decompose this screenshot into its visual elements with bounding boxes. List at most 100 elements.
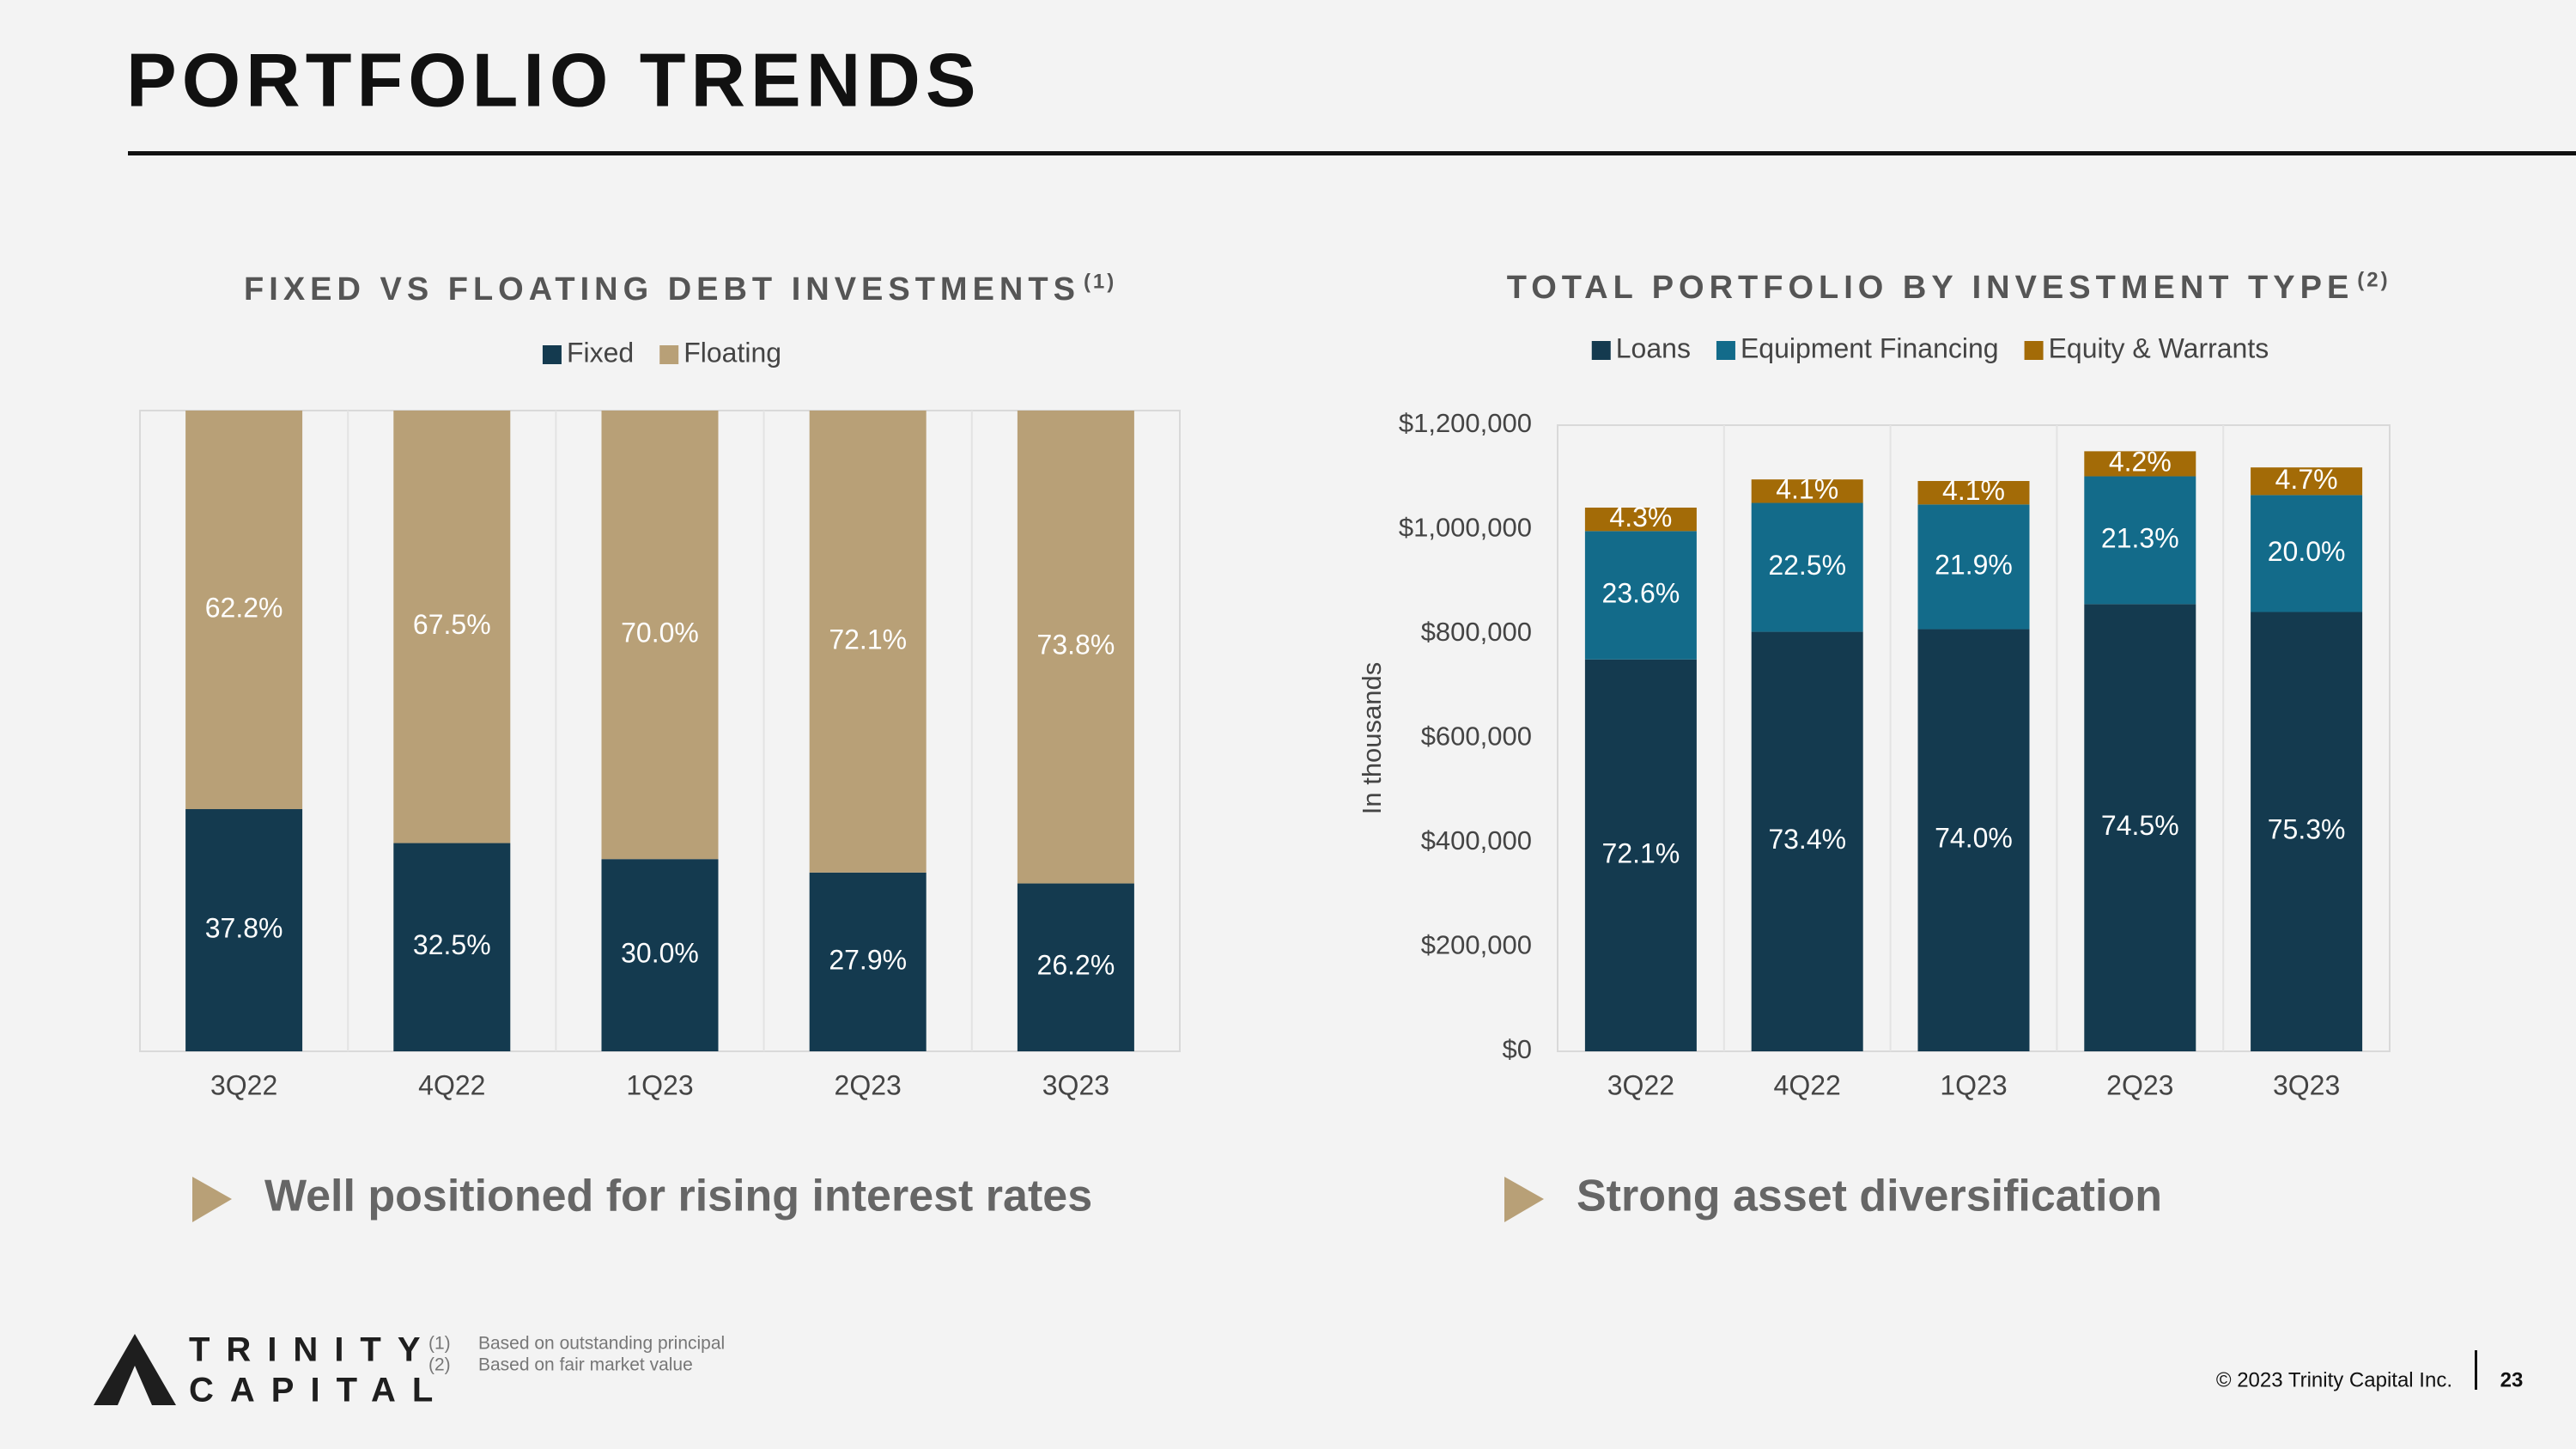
footnote-marker: (2) (428, 1355, 451, 1375)
logo: TRINITY CAPITAL (94, 1331, 449, 1409)
bar-segment (1751, 502, 1863, 632)
data-label: 72.1% (829, 624, 907, 654)
data-label: 73.8% (1037, 630, 1115, 661)
bar-segment (2251, 612, 2363, 1051)
y-tick-label: $600,000 (1421, 721, 1532, 752)
legend-swatch (2024, 341, 2044, 360)
data-label: 21.9% (1935, 549, 2013, 580)
bar-segment (809, 411, 927, 873)
data-label: 22.5% (1768, 550, 1846, 581)
x-tick-label: 3Q23 (1042, 1069, 1109, 1100)
data-label: 62.2% (205, 592, 283, 623)
data-label: 75.3% (2268, 814, 2346, 845)
legend-label: Loans (1616, 332, 1691, 363)
logo-text: TRINITY (189, 1331, 437, 1369)
y-tick-label: $1,000,000 (1399, 513, 1532, 543)
chart-title-note: (1) (1084, 270, 1116, 293)
legend-label: Fixed (567, 337, 634, 368)
logo-mark-cut (118, 1366, 152, 1405)
data-label: 4.1% (1942, 475, 2005, 506)
data-label: 72.1% (1602, 837, 1680, 868)
page-number: 23 (2500, 1368, 2524, 1391)
x-tick-label: 2Q23 (2106, 1069, 2173, 1100)
slide-title: PORTFOLIO TRENDS (126, 37, 981, 122)
legend-swatch (542, 345, 562, 364)
bar-segment (1584, 531, 1697, 660)
bar-segment (2084, 604, 2196, 1051)
data-label: 30.0% (621, 938, 699, 969)
y-tick-label: $200,000 (1421, 930, 1532, 960)
bar-segment (1917, 504, 2030, 630)
bar-segment (2251, 467, 2363, 496)
x-tick-label: 3Q22 (1607, 1069, 1674, 1100)
bar-segment (1017, 411, 1134, 884)
bar-segment (1584, 507, 1697, 532)
x-tick-label: 1Q23 (626, 1069, 693, 1100)
takeaway-arrow (1504, 1177, 1544, 1222)
data-label: 21.3% (2101, 522, 2179, 553)
bar-segment (601, 411, 719, 860)
legend-swatch (1591, 341, 1611, 360)
logo-text: CAPITAL (189, 1372, 449, 1409)
footnote-text: Based on outstanding principal (478, 1334, 725, 1354)
x-tick-label: 3Q22 (210, 1069, 277, 1100)
data-label: 67.5% (413, 609, 491, 640)
data-label: 32.5% (413, 929, 491, 960)
data-label: 37.8% (205, 912, 283, 943)
data-label: 4.3% (1609, 502, 1672, 533)
bar-segment (185, 411, 303, 810)
data-label: 4.2% (2109, 446, 2172, 477)
bar-segment (1917, 481, 2030, 505)
legend-label: Equity & Warrants (2049, 332, 2269, 363)
legend-label: Equipment Financing (1741, 332, 1999, 363)
bar-segment (393, 843, 511, 1051)
data-label: 20.0% (2268, 536, 2346, 567)
data-label: 74.5% (2101, 810, 2179, 841)
data-label: 4.7% (2275, 464, 2338, 495)
takeaway: Strong asset diversification (1577, 1172, 2162, 1221)
y-tick-label: $400,000 (1421, 825, 1532, 855)
data-label: 70.0% (621, 618, 699, 648)
legend: Loans Equipment Financing Equity & Warrant… (1591, 332, 2269, 363)
bar-segment (1751, 631, 1863, 1051)
x-tick-label: 4Q22 (1774, 1069, 1841, 1100)
bar-segment (2084, 451, 2196, 477)
data-label: 27.9% (829, 944, 907, 975)
legend-swatch (659, 345, 679, 364)
bar-segment (1584, 659, 1697, 1051)
legend-label: Floating (683, 337, 781, 368)
legend: Fixed Floating (542, 337, 781, 368)
footnote-marker: (1) (428, 1334, 451, 1354)
y-tick-label: $1,200,000 (1399, 408, 1532, 438)
title-rule (128, 151, 2576, 155)
x-tick-label: 3Q23 (2273, 1069, 2340, 1100)
y-axis-label: In thousands (1357, 662, 1387, 815)
chart-title: TOTAL PORTFOLIO BY INVESTMENT TYPE (1507, 270, 2354, 306)
y-tick-label: $800,000 (1421, 617, 1532, 647)
bar-segment (2084, 476, 2196, 605)
footer-divider (2475, 1350, 2477, 1390)
x-tick-label: 4Q22 (418, 1069, 485, 1100)
chart-title-note: (2) (2357, 268, 2390, 291)
data-label: 73.4% (1768, 824, 1846, 855)
bar-segment (2251, 495, 2363, 612)
bar-segment (1751, 479, 1863, 503)
takeaway: Well positioned for rising interest rate… (264, 1172, 1092, 1221)
takeaway-arrow (192, 1177, 232, 1222)
copyright: © 2023 Trinity Capital Inc. (2216, 1368, 2452, 1391)
y-tick-label: $0 (1503, 1034, 1532, 1064)
bar-segment (1917, 629, 2030, 1051)
bar-segment (1017, 883, 1134, 1051)
bar-segment (601, 859, 719, 1051)
data-label: 74.0% (1935, 823, 2013, 854)
x-tick-label: 1Q23 (1940, 1069, 2007, 1100)
data-label: 4.1% (1776, 473, 1838, 504)
bar-segment (393, 411, 511, 843)
data-label: 23.6% (1602, 577, 1680, 608)
data-label: 26.2% (1037, 950, 1115, 981)
footnote-text: Based on fair market value (478, 1355, 693, 1375)
bar-segment (185, 809, 303, 1051)
legend-swatch (1716, 341, 1735, 360)
bar-segment (809, 872, 927, 1051)
chart-title: FIXED VS FLOATING DEBT INVESTMENTS (244, 271, 1080, 307)
